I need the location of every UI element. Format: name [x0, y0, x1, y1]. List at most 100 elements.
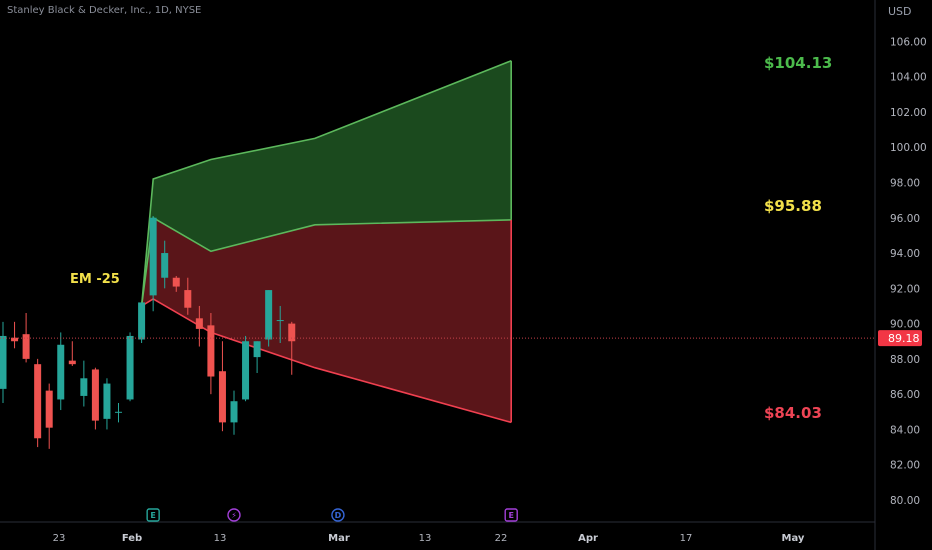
candle-body [80, 378, 88, 396]
x-tick-label: 13 [419, 533, 432, 544]
candle [172, 275, 180, 292]
candle-body [207, 325, 215, 377]
earnings-event-icon[interactable]: E [146, 508, 160, 522]
y-tick-label: 98.00 [890, 177, 920, 189]
candle-body [265, 290, 273, 340]
earnings-event-icon[interactable]: E [504, 508, 518, 522]
upper-band-line [140, 60, 512, 307]
y-tick-label: 84.00 [890, 424, 920, 436]
x-tick-label: May [782, 533, 805, 544]
x-tick-label: Apr [578, 533, 598, 544]
last-price-badge: 89.18 [878, 330, 922, 347]
candle [68, 341, 76, 366]
candle [11, 321, 19, 349]
lower-band-label: $84.03 [764, 404, 822, 422]
candle [230, 390, 238, 435]
x-tick-label: Mar [328, 533, 350, 544]
dividend-split-event-icon[interactable]: ⚡ [227, 508, 241, 522]
event-glyph: E [150, 511, 155, 520]
candle [242, 335, 250, 402]
event-markers: E ⚡ D E [146, 508, 518, 522]
upper-band-label: $104.13 [764, 54, 832, 72]
candle [276, 305, 284, 344]
y-tick-label: 88.00 [890, 354, 920, 366]
y-tick-label: 94.00 [890, 248, 920, 260]
candle-body [218, 371, 226, 423]
y-tick-label: 104.00 [890, 72, 927, 84]
candle [22, 313, 30, 363]
candle-body [149, 217, 157, 296]
candle [45, 383, 53, 449]
candle [161, 240, 169, 289]
x-tick-label: Feb [122, 533, 142, 544]
expected-move-bands [140, 60, 513, 424]
candle [149, 215, 157, 312]
candle [265, 290, 273, 347]
candle-body [11, 337, 19, 342]
candle [80, 360, 88, 407]
candle [218, 341, 226, 432]
candle [207, 313, 215, 395]
candle [91, 367, 99, 430]
candle-body [45, 390, 53, 428]
candle-body [126, 335, 134, 400]
y-tick-label: 80.00 [890, 495, 920, 507]
candle-body [172, 277, 180, 287]
chart-title: Stanley Black & Decker, Inc., 1D, NYSE [7, 5, 202, 16]
candle-body [276, 320, 284, 322]
x-tick-label: 17 [680, 533, 693, 544]
x-tick-label: 13 [214, 533, 227, 544]
candle [138, 302, 146, 344]
candle [126, 332, 134, 402]
x-axis[interactable]: 23 Feb 13 Mar 13 22 Apr 17 May [53, 533, 805, 544]
y-tick-label: 82.00 [890, 460, 920, 472]
y-tick-label: 100.00 [890, 142, 927, 154]
candle-body [91, 369, 99, 421]
y-tick-label: 102.00 [890, 107, 927, 119]
candle [0, 321, 7, 403]
candle-body [34, 364, 42, 439]
candle [115, 402, 122, 423]
event-glyph: D [335, 511, 342, 520]
y-tick-label: 86.00 [890, 389, 920, 401]
candle [195, 305, 203, 347]
candle-body [57, 344, 65, 400]
y-tick-label: 106.00 [890, 36, 927, 48]
y-tick-label: 90.00 [890, 319, 920, 331]
candlestick-series [0, 215, 296, 449]
candle-body [230, 401, 238, 423]
mid-band-label: $95.88 [764, 197, 822, 215]
candle [184, 277, 192, 315]
candle [288, 321, 296, 375]
candle-body [68, 360, 76, 365]
event-glyph: ⚡ [231, 511, 237, 520]
x-tick-label: 23 [53, 533, 66, 544]
candle [57, 332, 65, 411]
candle-body [161, 253, 169, 278]
candle-body [253, 341, 261, 358]
candle [34, 358, 42, 448]
candle-body [288, 323, 296, 342]
dividend-event-icon[interactable]: D [331, 508, 345, 522]
event-glyph: E [508, 511, 513, 520]
y-axis[interactable]: 80.00 82.00 84.00 86.00 88.00 90.00 92.00 94.00… [890, 36, 927, 507]
mid-band-line [140, 216, 512, 307]
lower-band-area [141, 217, 512, 423]
candle [253, 341, 261, 373]
y-tick-label: 96.00 [890, 213, 920, 225]
y-tick-label: 92.00 [890, 283, 920, 295]
candle-body [0, 335, 7, 389]
candle [103, 378, 111, 430]
candle-body [242, 341, 250, 400]
last-price-value: 89.18 [888, 332, 920, 345]
candle-body [115, 411, 122, 413]
candle-body [22, 334, 30, 359]
currency-label: USD [888, 5, 912, 18]
candle-body [184, 290, 192, 308]
x-tick-label: 22 [495, 533, 508, 544]
candle-body [103, 383, 111, 419]
em-label: EM -25 [70, 272, 120, 287]
candle-body [138, 302, 146, 340]
candle-body [195, 318, 203, 329]
